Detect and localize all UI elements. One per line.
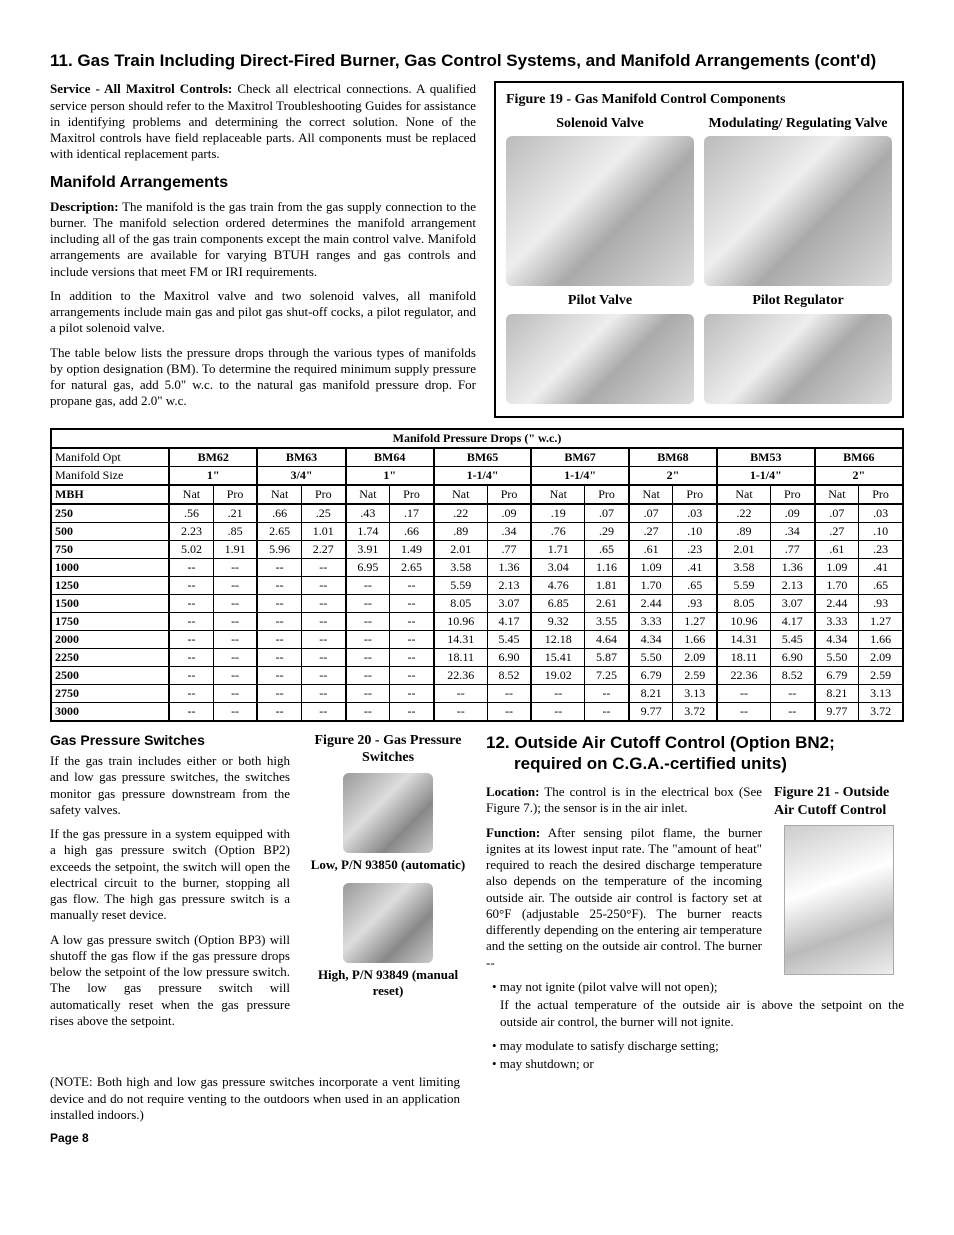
left-text-column: Service - All Maxitrol Controls: Check a… — [50, 81, 476, 417]
table-row: 2250------------18.116.9015.415.875.502.… — [51, 648, 903, 666]
figure-20-column: Figure 20 - Gas Pressure Switches Low, P… — [308, 732, 468, 1075]
bullet-1: • may not ignite (pilot valve will not o… — [492, 979, 904, 995]
table-row: 2500------------22.368.5219.027.256.792.… — [51, 666, 903, 684]
table-row: 3000--------------------9.773.72----9.77… — [51, 702, 903, 721]
figure-19-box: Figure 19 - Gas Manifold Control Compone… — [494, 81, 904, 417]
bullet-1-body: If the actual temperature of the outside… — [500, 997, 904, 1030]
pilot-valve-label: Pilot Valve — [568, 292, 632, 310]
pd-row-size: Manifold Size1"3/4"1"1-1/4"1-1/4"2"1-1/4… — [51, 466, 903, 485]
table-row: 7505.021.915.962.273.911.492.01.771.71.6… — [51, 540, 903, 558]
solenoid-valve-image — [506, 136, 694, 286]
section-12-row: Location: The control is in the electric… — [486, 784, 904, 979]
bullet-2: • may modulate to satisfy discharge sett… — [492, 1038, 904, 1054]
figure-21-title: Figure 21 - Outside Air Cutoff Control — [774, 784, 904, 819]
figure-21-box: Figure 21 - Outside Air Cutoff Control — [774, 784, 904, 979]
function-lead: Function: — [486, 825, 540, 840]
pilot-regulator-label: Pilot Regulator — [752, 292, 843, 310]
section-11-title: 11. Gas Train Including Direct-Fired Bur… — [50, 50, 904, 71]
desc-lead: Description: — [50, 199, 119, 214]
table-row: 250.56.21.66.25.43.17.22.09.19.07.07.03.… — [51, 504, 903, 523]
manifold-para2: In addition to the Maxitrol valve and tw… — [50, 288, 476, 337]
solenoid-valve-label: Solenoid Valve — [556, 115, 644, 133]
table-row: 1250------------5.592.134.761.811.70.655… — [51, 576, 903, 594]
pressure-drop-table: Manifold Pressure Drops (" w.c.) Manifol… — [50, 428, 904, 722]
modulating-valve-cell: Modulating/ Regulating Valve — [704, 115, 892, 287]
figure-19-title: Figure 19 - Gas Manifold Control Compone… — [506, 91, 892, 109]
gps-p3: A low gas pressure switch (Option BP3) w… — [50, 932, 290, 1030]
function-para: Function: After sensing pilot flame, the… — [486, 825, 762, 971]
gps-p2: If the gas pressure in a system equipped… — [50, 826, 290, 924]
desc-para: Description: The manifold is the gas tra… — [50, 199, 476, 280]
table-row: 2000------------14.315.4512.184.644.341.… — [51, 630, 903, 648]
table-row: 5002.23.852.651.011.74.66.89.34.76.29.27… — [51, 522, 903, 540]
low-switch-caption: Low, P/N 93850 (automatic) — [308, 857, 468, 873]
table-row: 1500------------8.053.076.852.612.44.938… — [51, 594, 903, 612]
pd-row-opt: Manifold OptBM62BM63BM64BM65BM67BM68BM53… — [51, 448, 903, 467]
modulating-valve-image — [704, 136, 892, 286]
pilot-valve-cell: Pilot Valve — [506, 292, 694, 404]
service-lead: Service - All Maxitrol Controls: — [50, 81, 232, 96]
solenoid-valve-cell: Solenoid Valve — [506, 115, 694, 287]
gps-column: Gas Pressure Switches If the gas train i… — [50, 732, 290, 1075]
table-row: 1000--------6.952.653.581.363.041.161.09… — [51, 558, 903, 576]
figure-19-grid: Solenoid Valve Modulating/ Regulating Va… — [506, 115, 892, 404]
high-switch-image — [343, 883, 433, 963]
service-para: Service - All Maxitrol Controls: Check a… — [50, 81, 476, 162]
gps-p1: If the gas train includes either or both… — [50, 753, 290, 818]
pilot-regulator-image — [704, 314, 892, 404]
pilot-valve-image — [506, 314, 694, 404]
page-number: Page 8 — [50, 1131, 904, 1146]
gps-p4: (NOTE: Both high and low gas pressure sw… — [50, 1074, 460, 1123]
top-columns: Service - All Maxitrol Controls: Check a… — [50, 81, 904, 417]
modulating-valve-label: Modulating/ Regulating Valve — [709, 115, 888, 133]
figure-20-title: Figure 20 - Gas Pressure Switches — [308, 732, 468, 767]
gps-heading: Gas Pressure Switches — [50, 732, 290, 750]
table-row: 1750------------10.964.179.323.553.331.2… — [51, 612, 903, 630]
location-para: Location: The control is in the electric… — [486, 784, 762, 817]
function-body: After sensing pilot flame, the burner ig… — [486, 825, 762, 970]
figure-21-image — [784, 825, 894, 975]
pd-body: 250.56.21.66.25.43.17.22.09.19.07.07.03.… — [51, 504, 903, 721]
pilot-regulator-cell: Pilot Regulator — [704, 292, 892, 404]
high-switch-caption: High, P/N 93849 (manual reset) — [308, 967, 468, 1000]
pd-row-natpro: MBHNatProNatProNatProNatProNatProNatProN… — [51, 485, 903, 504]
lower-section: Gas Pressure Switches If the gas train i… — [50, 732, 904, 1075]
section-12-text: Location: The control is in the electric… — [486, 784, 762, 979]
location-lead: Location: — [486, 784, 539, 799]
table-row: 2750--------------------8.213.13----8.21… — [51, 684, 903, 702]
section-12-title: 12. Outside Air Cutoff Control (Option B… — [486, 732, 904, 775]
section-12-column: 12. Outside Air Cutoff Control (Option B… — [486, 732, 904, 1075]
pd-title: Manifold Pressure Drops (" w.c.) — [51, 429, 903, 448]
bullet-3: • may shutdown; or — [492, 1056, 904, 1072]
low-switch-image — [343, 773, 433, 853]
manifold-heading: Manifold Arrangements — [50, 173, 476, 193]
manifold-para3: The table below lists the pressure drops… — [50, 345, 476, 410]
